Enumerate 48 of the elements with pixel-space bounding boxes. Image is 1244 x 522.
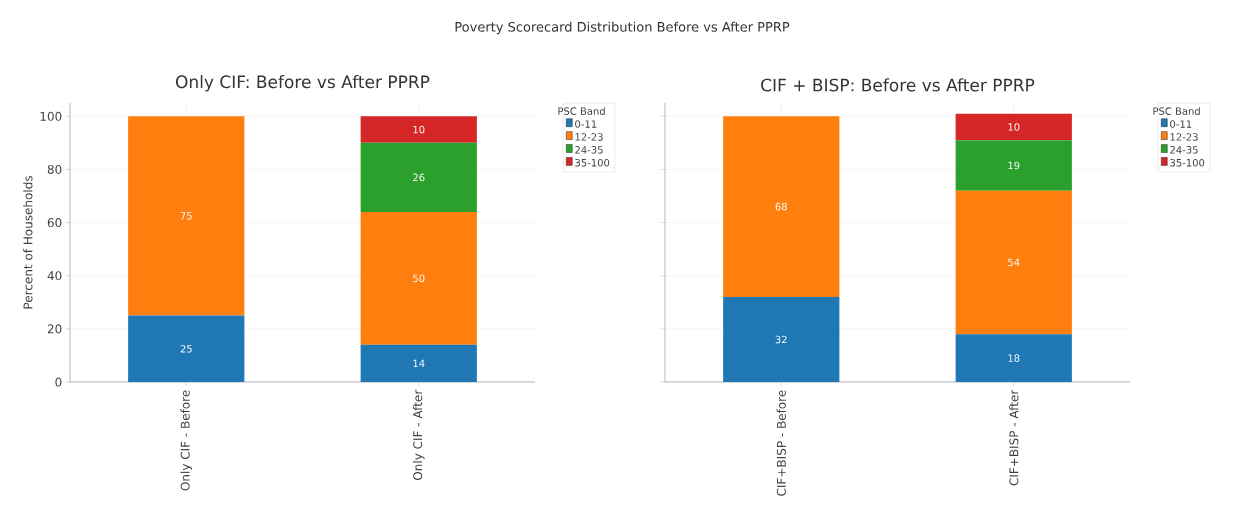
legend-label: 24-35 bbox=[1170, 146, 1198, 154]
data-label: 50 bbox=[413, 274, 425, 283]
data-label: 25 bbox=[180, 345, 192, 353]
bar bbox=[360, 344, 477, 382]
y-tick-label: 100 bbox=[40, 111, 62, 121]
y-tick-label: 80 bbox=[47, 164, 62, 174]
bar bbox=[955, 113, 1072, 141]
legend-label: 24-35 bbox=[575, 146, 603, 154]
x-tick-label: CIF+BISP - Before bbox=[776, 390, 786, 496]
legend-label: 0-11 bbox=[575, 120, 597, 128]
data-label: 14 bbox=[413, 359, 425, 368]
legend-label: 12-23 bbox=[575, 133, 603, 141]
x-tick-label: Only CIF - Before bbox=[180, 390, 193, 491]
data-label: 10 bbox=[1008, 123, 1020, 131]
data-label: 19 bbox=[1008, 161, 1020, 170]
data-label: 75 bbox=[180, 212, 192, 220]
y-axis-title: Percent of Households bbox=[23, 176, 33, 309]
legend-label: 12-23 bbox=[1170, 133, 1198, 141]
bar bbox=[723, 116, 840, 297]
data-label: 32 bbox=[775, 335, 787, 344]
chart-title: Only CIF: Before vs After PPRP bbox=[176, 75, 430, 92]
x-tick-label: CIF+BISP - After bbox=[1009, 389, 1019, 486]
bar bbox=[360, 116, 477, 143]
y-tick-label: 0 bbox=[55, 377, 62, 387]
legend-label: 0-11 bbox=[1170, 120, 1192, 128]
bar bbox=[955, 334, 1072, 382]
bar bbox=[955, 190, 1072, 335]
legend-title: PSC Band bbox=[1153, 107, 1200, 115]
bar bbox=[723, 296, 840, 382]
data-label: 26 bbox=[413, 173, 425, 182]
legend-label: 35-100 bbox=[575, 158, 610, 167]
x-tick-label: Only CIF - After bbox=[412, 389, 425, 480]
text: Poverty Scorecard Distribution Before vs After PPRP bbox=[455, 21, 790, 35]
bar bbox=[360, 211, 477, 345]
data-label: 54 bbox=[1008, 258, 1020, 267]
legend-title: PSC Band bbox=[558, 107, 605, 115]
bar bbox=[128, 116, 245, 316]
y-tick-label: 40 bbox=[47, 271, 62, 281]
data-label: 68 bbox=[775, 202, 787, 211]
y-tick-label: 60 bbox=[47, 218, 62, 228]
legend-label: 35-100 bbox=[1170, 158, 1205, 167]
data-label: 10 bbox=[413, 125, 425, 134]
bar bbox=[955, 140, 1072, 191]
bar bbox=[360, 142, 477, 212]
chart-title: CIF + BISP: Before vs After PPRP bbox=[761, 78, 1035, 92]
bar bbox=[128, 315, 245, 382]
y-tick-label: 20 bbox=[47, 324, 62, 334]
data-label: 18 bbox=[1008, 354, 1020, 362]
